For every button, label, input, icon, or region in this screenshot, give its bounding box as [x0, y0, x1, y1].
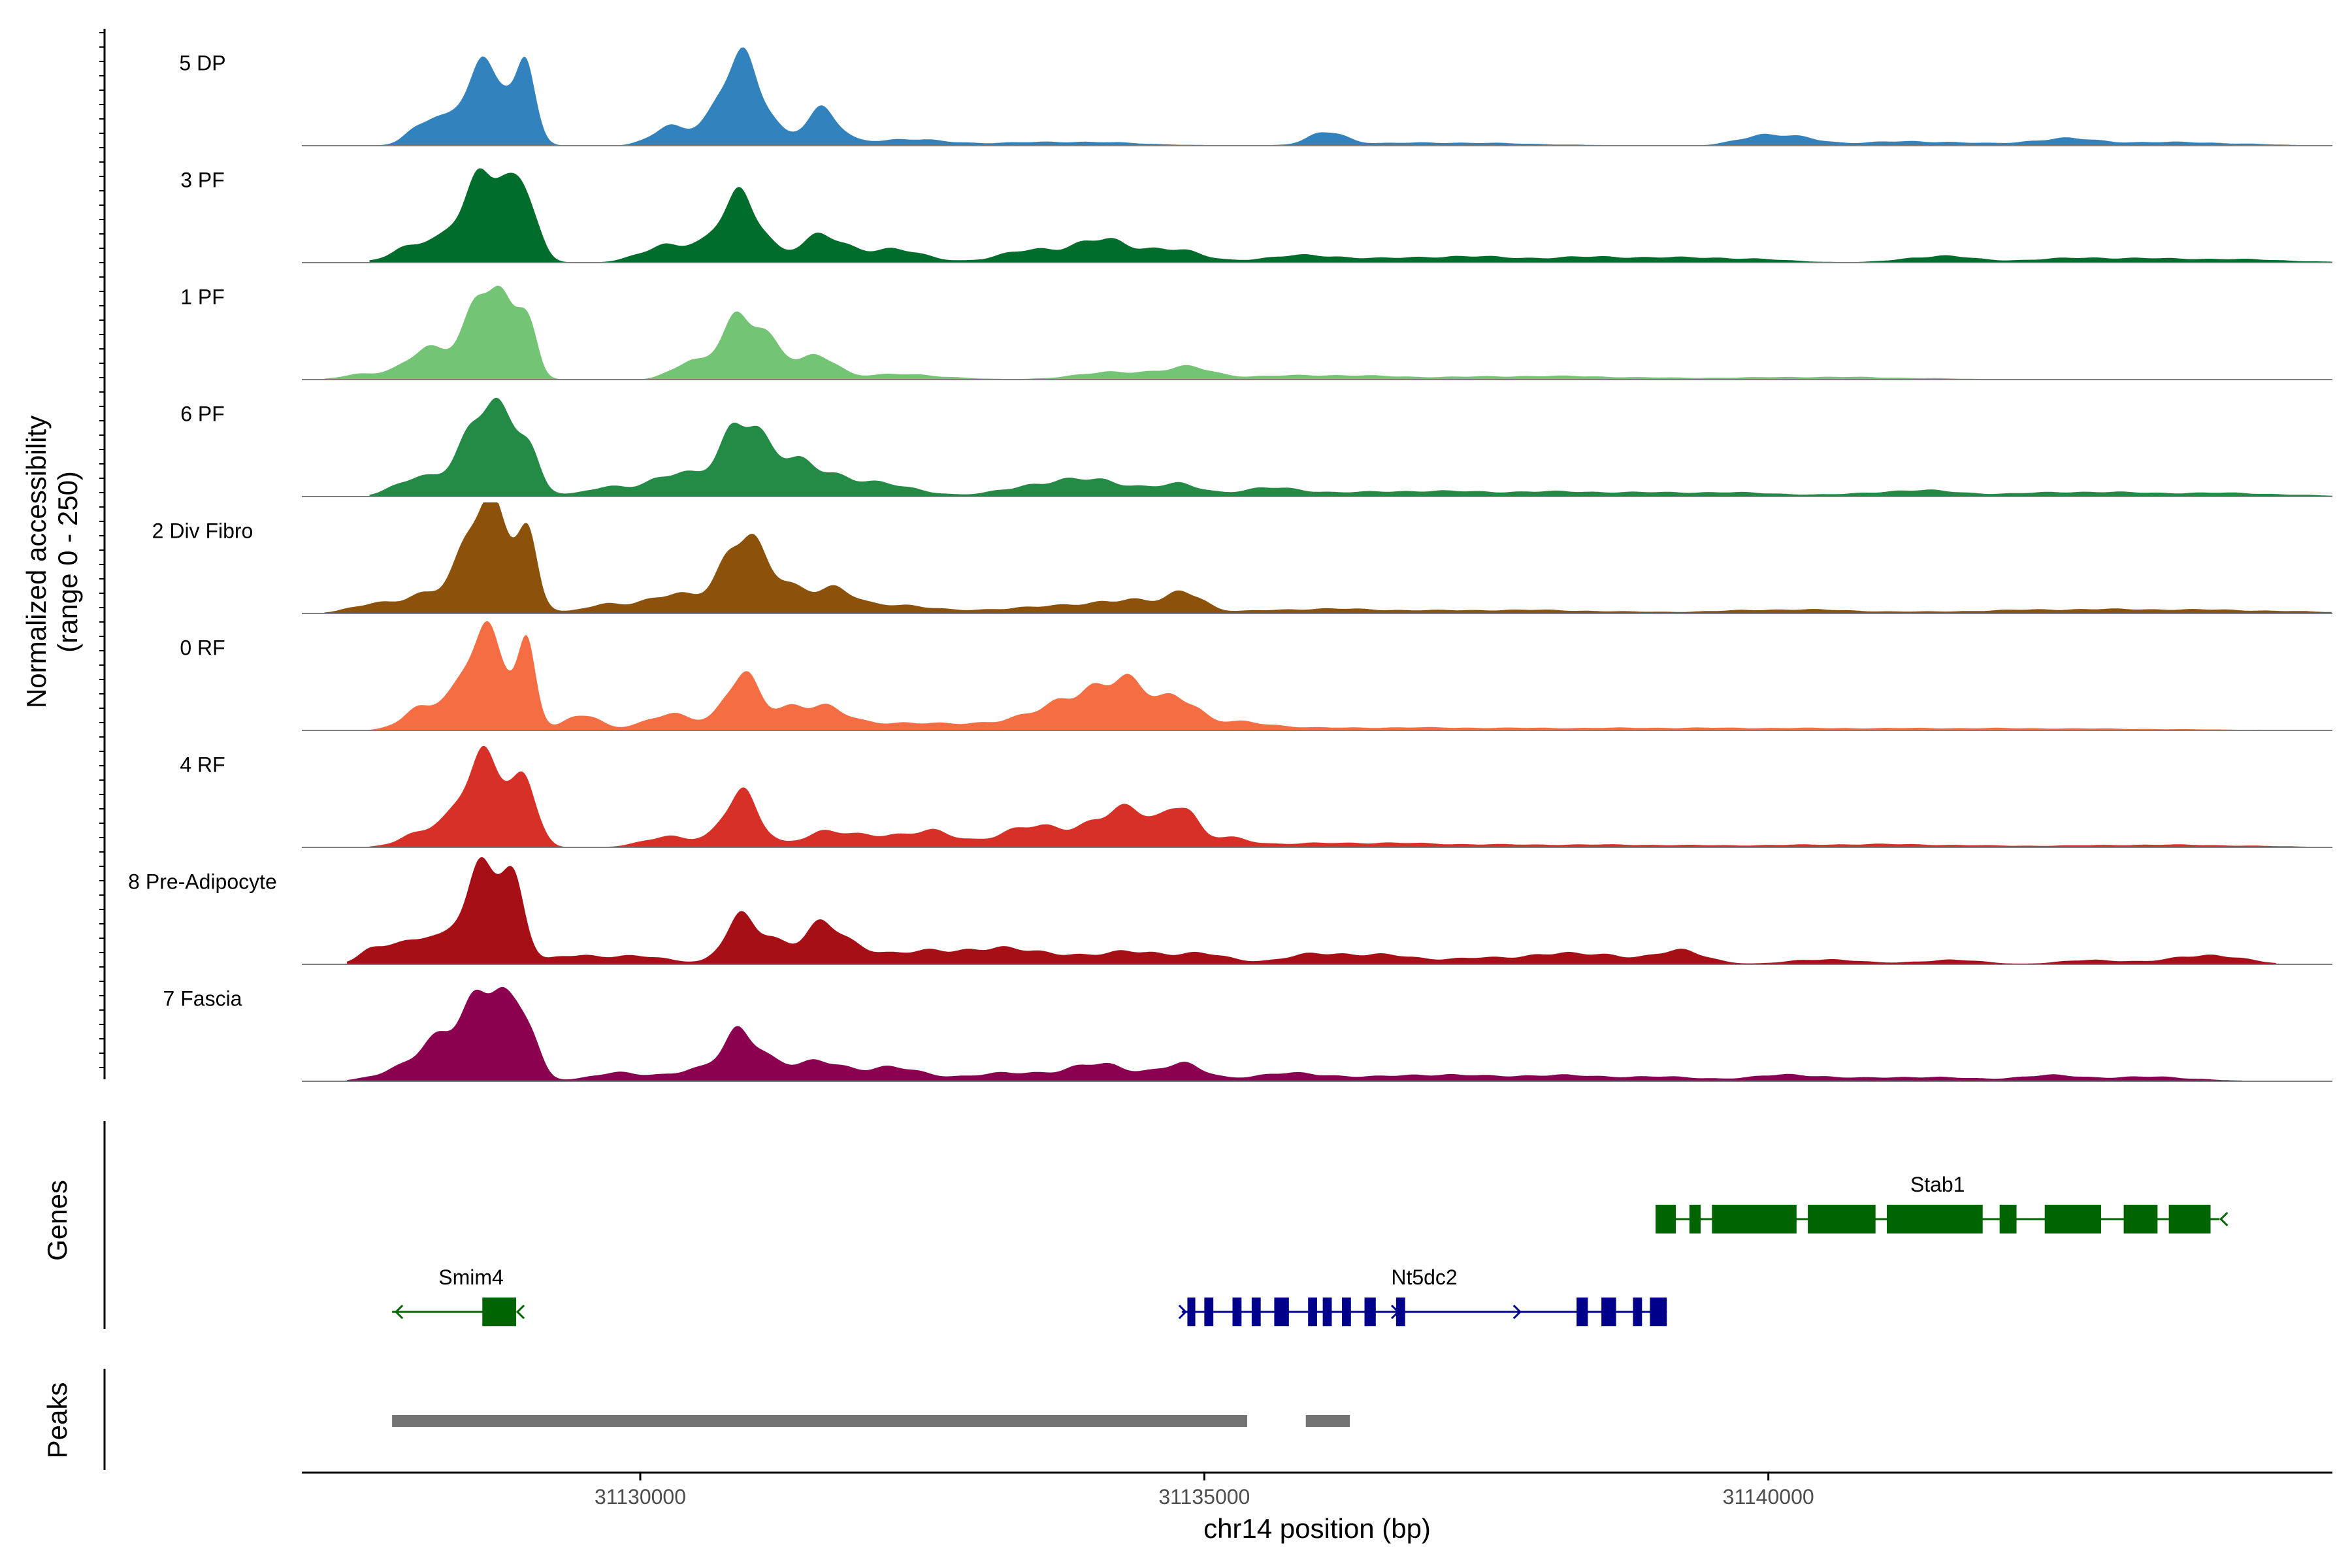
track-label: 6 PF — [180, 402, 225, 426]
coverage-area-8 — [347, 857, 2276, 964]
track-label: 0 RF — [180, 636, 225, 660]
x-axis-title: chr14 position (bp) — [1203, 1513, 1431, 1544]
gene-exon — [1999, 1205, 2017, 1233]
gene-exon — [1712, 1205, 1797, 1233]
gene-exon — [1689, 1205, 1701, 1233]
coverage-area-9 — [347, 987, 2242, 1081]
coverage-area-4 — [369, 397, 2332, 497]
gene-exon — [1601, 1298, 1616, 1326]
y-axis-title-line2: (range 0 - 250) — [52, 471, 83, 653]
gene-exon — [1308, 1298, 1317, 1326]
gene-exon — [1341, 1298, 1351, 1326]
gene-exon — [2168, 1205, 2211, 1233]
x-axis-ticks: 31130000 31135000 31140000 — [595, 1473, 1814, 1509]
strand-arrow — [2219, 1211, 2229, 1227]
peak-region — [1305, 1415, 1350, 1427]
gene-exon — [1656, 1205, 1676, 1233]
gene-exon — [1808, 1205, 1876, 1233]
gene-exon — [1576, 1298, 1588, 1326]
coverage-tracks: 5 DP 3 PF 1 PF 6 PF 2 Div Fibro 0 RF 4 RF 8 Pre… — [128, 47, 2332, 1082]
gene-exon — [1322, 1298, 1332, 1326]
strand-arrow — [515, 1304, 525, 1320]
track-label: 3 PF — [180, 169, 225, 192]
gene-exon — [1232, 1298, 1242, 1326]
peak-region — [392, 1415, 1247, 1427]
coverage-area-2 — [369, 168, 2332, 263]
coverage-y-ticks — [99, 32, 105, 1068]
coverage-area-6 — [369, 621, 2332, 730]
track-label: 8 Pre-Adipocyte — [128, 870, 277, 894]
track-label: 7 Fascia — [163, 987, 242, 1011]
gene-label: Nt5dc2 — [1391, 1266, 1457, 1289]
genes-panel-title: Genes — [42, 1180, 73, 1261]
coverage-area-3 — [324, 286, 2242, 380]
gene-exon — [1396, 1298, 1405, 1326]
peak-regions — [392, 1415, 1350, 1427]
track-label: 1 PF — [180, 286, 225, 309]
gene-annotations: Stab1 Smim4 Nt5dc2 — [392, 1173, 2229, 1326]
gene-exon — [1204, 1298, 1214, 1326]
peaks-panel-title: Peaks — [42, 1382, 73, 1459]
x-tick-label: 31130000 — [595, 1485, 686, 1509]
gene-label: Smim4 — [438, 1266, 504, 1289]
gene-label: Stab1 — [1910, 1173, 1965, 1196]
gene-exon — [1251, 1298, 1261, 1326]
gene-exon — [2044, 1205, 2102, 1233]
gene-exon — [1886, 1205, 1983, 1233]
gene-exon — [2123, 1205, 2158, 1233]
coverage-area-7 — [369, 745, 2332, 847]
strand-arrow — [1512, 1304, 1522, 1320]
track-label: 2 Div Fibro — [152, 519, 253, 543]
gene-exon — [1364, 1298, 1376, 1326]
track-label: 5 DP — [179, 52, 225, 75]
track-label: 4 RF — [180, 753, 225, 777]
coverage-area-1 — [369, 47, 2310, 146]
x-tick-label: 31140000 — [1723, 1485, 1814, 1509]
gene-exon — [1187, 1298, 1196, 1326]
y-axis-title-line1: Normalized accessibility — [21, 416, 52, 708]
gene-exon — [1274, 1298, 1289, 1326]
strand-arrow — [1178, 1304, 1187, 1320]
strand-arrow — [395, 1304, 404, 1320]
gene-exon — [1633, 1298, 1642, 1326]
x-tick-label: 31135000 — [1158, 1485, 1250, 1509]
coverage-area-5 — [324, 502, 2332, 613]
gene-exon — [482, 1298, 517, 1326]
gene-exon — [1650, 1298, 1667, 1326]
